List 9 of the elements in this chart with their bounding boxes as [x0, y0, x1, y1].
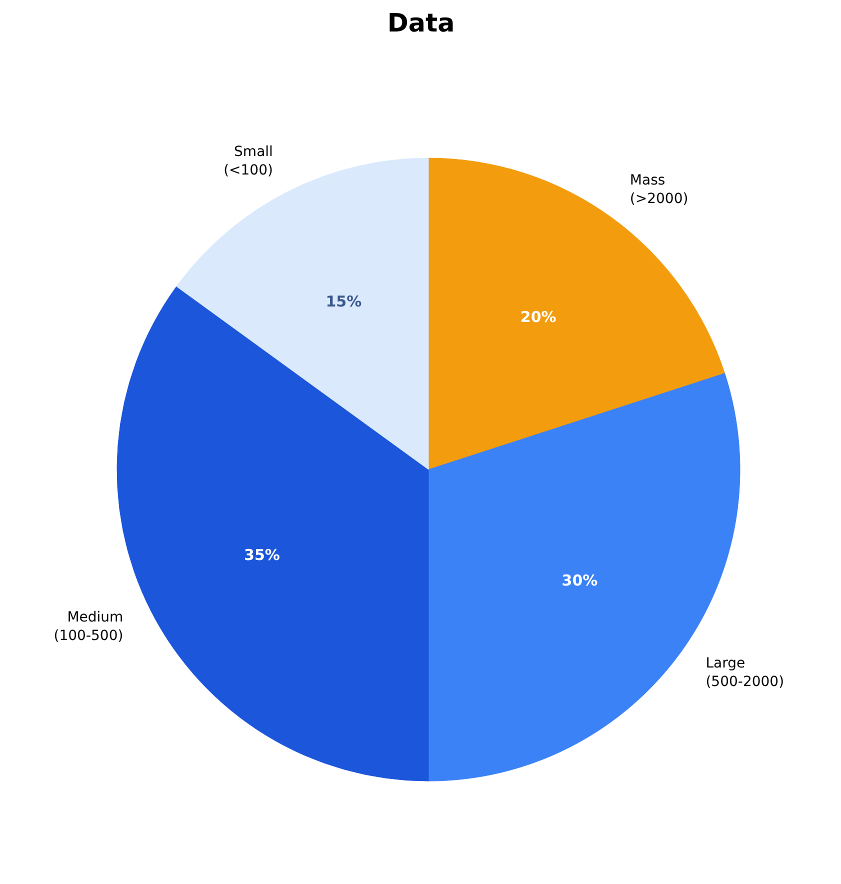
slice-label: Medium (100-500) — [54, 609, 124, 644]
slice-label: Small (<100) — [224, 144, 273, 179]
data-label: 20% — [520, 308, 556, 326]
slice-label: Large (500-2000) — [706, 656, 784, 690]
slice-label: Mass (>2000) — [630, 172, 688, 207]
data-label: 30% — [562, 571, 598, 590]
data-label: 35% — [244, 546, 280, 564]
chart-title: Data — [387, 8, 455, 38]
data-label: 15% — [326, 292, 362, 310]
